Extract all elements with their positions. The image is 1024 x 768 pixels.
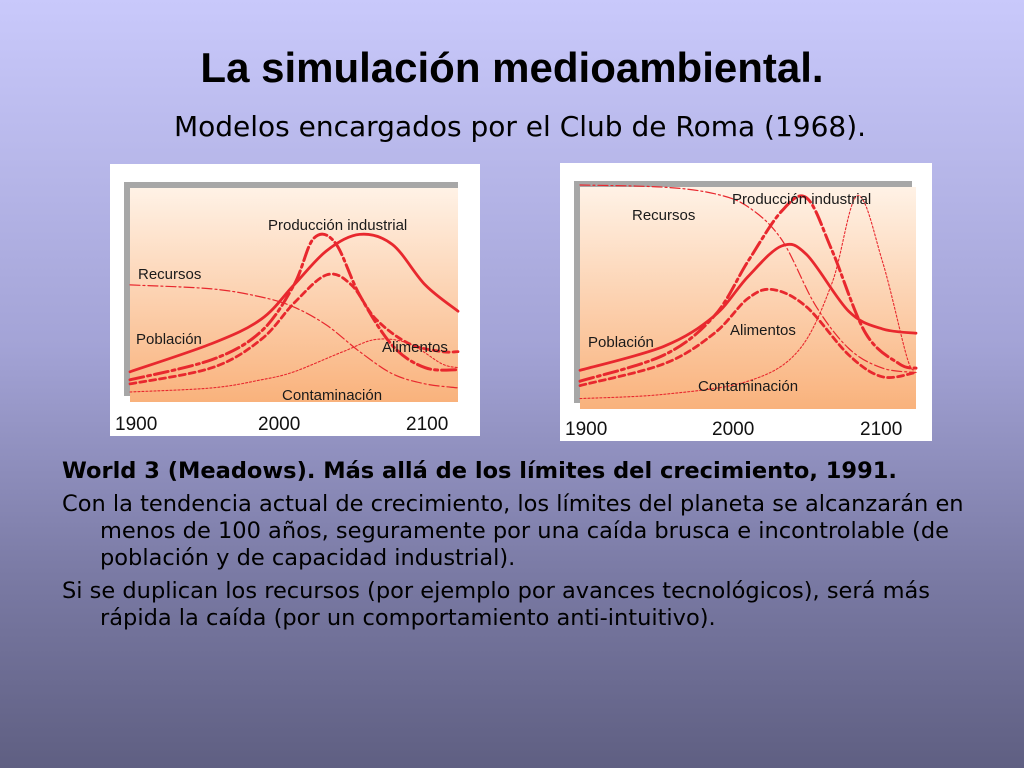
chart-curves <box>578 184 918 400</box>
chart-left: Producción industrial Recursos Población… <box>110 164 480 436</box>
tick-2000: 2000 <box>712 419 754 440</box>
label-poblacion: Población <box>588 334 654 351</box>
label-poblacion: Población <box>136 331 202 348</box>
series-line-recursos <box>129 284 459 389</box>
body-paragraph: World 3 (Meadows). Más allá de los límit… <box>62 458 897 484</box>
series-line-alimentos <box>128 232 460 382</box>
label-alimentos: Alimentos <box>730 322 796 339</box>
label-alimentos: Alimentos <box>382 339 448 356</box>
tick-1900: 1900 <box>565 419 607 440</box>
label-produccion-industrial: Producción industrial <box>732 191 871 208</box>
tick-1900: 1900 <box>115 414 157 435</box>
series-line-recursos <box>579 184 917 374</box>
tick-2100: 2100 <box>406 414 448 435</box>
label-recursos: Recursos <box>138 266 201 283</box>
label-produccion-industrial: Producción industrial <box>268 217 407 234</box>
slide-title: La simulación medioambiental. <box>200 44 824 91</box>
label-contaminacion: Contaminación <box>698 378 798 395</box>
label-recursos: Recursos <box>632 207 695 224</box>
slide-subtitle: Modelos encargados por el Club de Roma (… <box>173 110 867 143</box>
chart-right: Producción industrial Recursos Población… <box>560 163 932 441</box>
label-contaminacion: Contaminación <box>282 387 382 404</box>
chart-left-svg: Producción industrial Recursos Población… <box>115 182 460 435</box>
series-line-produccion-industrial <box>578 242 918 372</box>
body-text: World 3 (Meadows). Más allá de los límit… <box>62 458 982 638</box>
chart-curves <box>128 232 460 393</box>
series-line-produccion-industrial <box>128 232 460 374</box>
tick-2100: 2100 <box>860 419 902 440</box>
series-line-contaminacion <box>129 338 459 393</box>
series-line-contaminacion <box>579 195 917 400</box>
series-line-poblacion <box>128 272 460 386</box>
chart-right-svg: Producción industrial Recursos Población… <box>565 181 918 440</box>
body-paragraph: Con la tendencia actual de crecimiento, … <box>62 491 964 571</box>
body-paragraph: Si se duplican los recursos (por ejemplo… <box>62 578 930 631</box>
series-line-alimentos <box>578 194 918 383</box>
tick-2000: 2000 <box>258 414 300 435</box>
series-line-poblacion <box>578 287 918 387</box>
